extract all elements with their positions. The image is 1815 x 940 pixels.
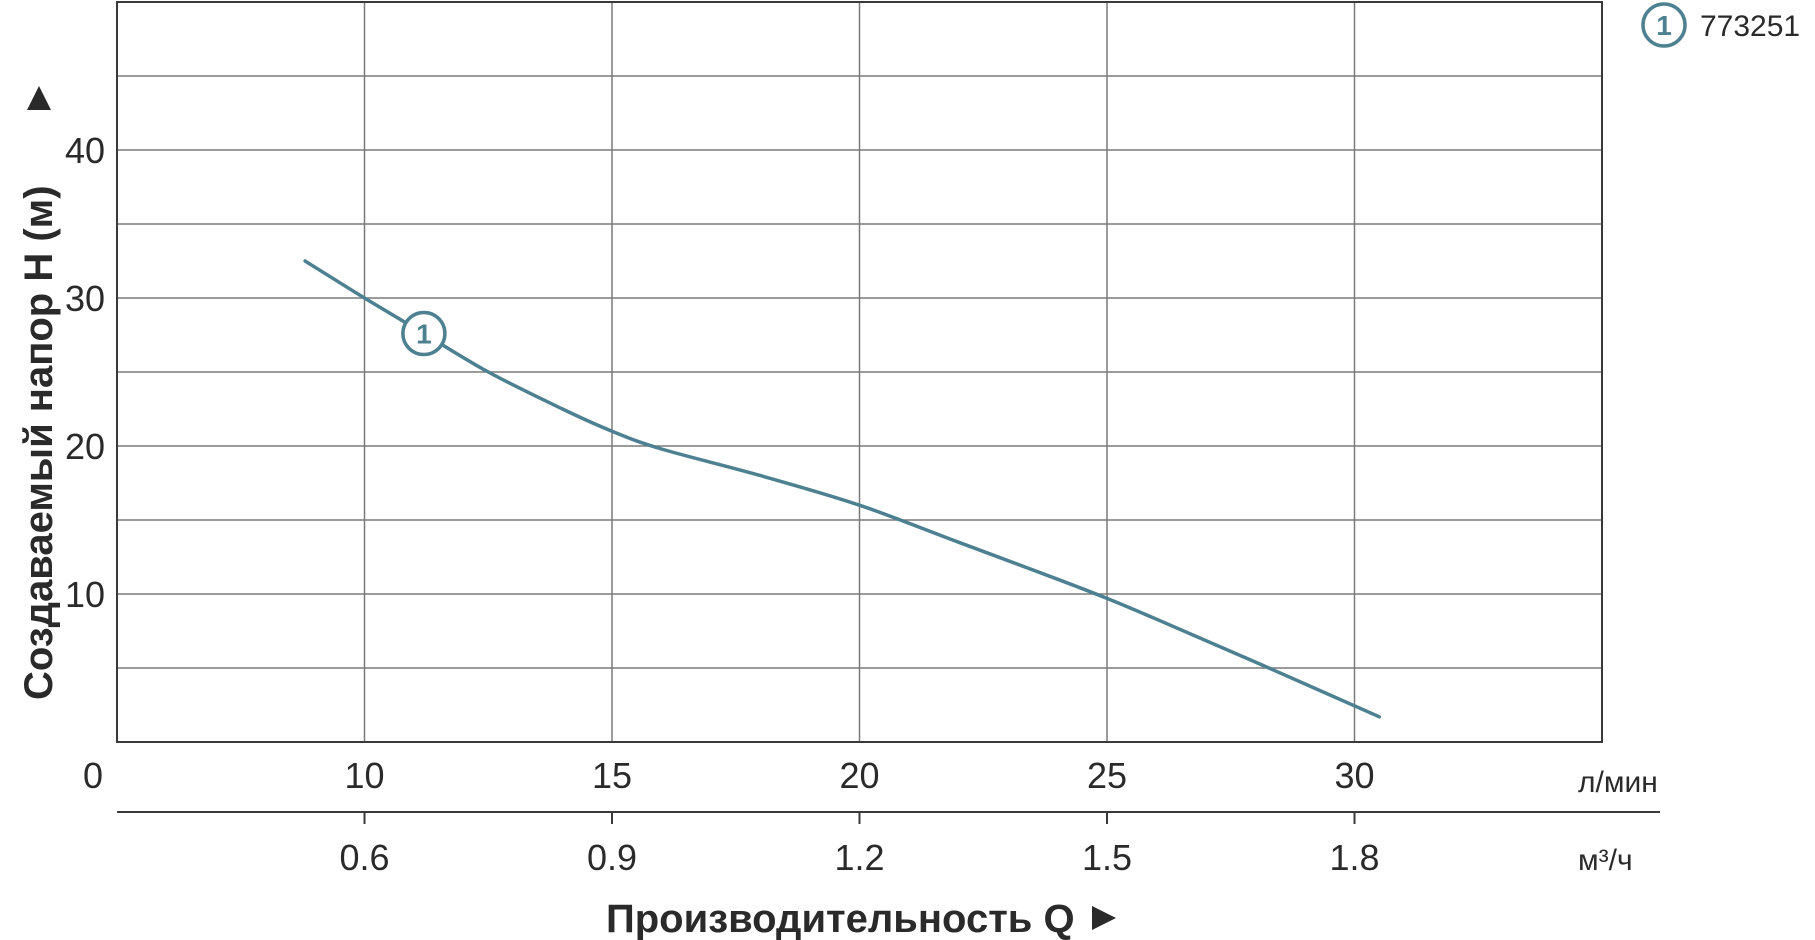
x-origin-label: 0 <box>83 755 103 796</box>
axes: 10 20 30 40 0 10 15 20 25 30 л/мин 0.6 0.9 1.2 1.5 1.8 м… <box>17 86 1660 940</box>
plot-area-frame <box>116 1 1603 743</box>
legend: 1 773251 <box>1641 2 1800 48</box>
grid-lines <box>117 2 1602 742</box>
secondary-x-tick-label: 1.8 <box>1329 837 1379 878</box>
series-marker-circle <box>401 310 447 357</box>
x-tick-label: 25 <box>1087 755 1127 796</box>
secondary-x-tick-label: 0.9 <box>587 837 637 878</box>
x-tick-label: 15 <box>592 755 632 796</box>
x-tick-label: 20 <box>839 755 879 796</box>
series-line <box>303 259 1382 719</box>
y-tick-label: 30 <box>65 278 105 319</box>
legend-marker-circle <box>1641 2 1687 48</box>
y-tick-label: 10 <box>65 574 105 615</box>
x-tick-label: 30 <box>1334 755 1374 796</box>
x-tick-label: 10 <box>344 755 384 796</box>
legend-series-name: 773251 <box>1700 10 1800 43</box>
x-axis-title: Производительность Q <box>606 897 1075 940</box>
secondary-x-unit-label: м³/ч <box>1578 844 1633 877</box>
x-unit-label: л/мин <box>1578 766 1658 799</box>
series-marker-label: 1 <box>416 319 432 350</box>
x-axis-arrow-icon <box>1092 906 1116 930</box>
series-layer: 1 <box>303 259 1382 719</box>
legend-marker-label: 1 <box>1656 10 1672 41</box>
secondary-x-tick-label: 1.5 <box>1082 837 1132 878</box>
secondary-x-tick-label: 1.2 <box>834 837 884 878</box>
secondary-x-tick-label: 0.6 <box>339 837 389 878</box>
y-axis-arrow-icon <box>27 86 51 110</box>
y-tick-label: 20 <box>65 426 105 467</box>
y-axis-title: Создаваемый напор H (м) <box>17 185 61 700</box>
y-tick-label: 40 <box>65 130 105 171</box>
